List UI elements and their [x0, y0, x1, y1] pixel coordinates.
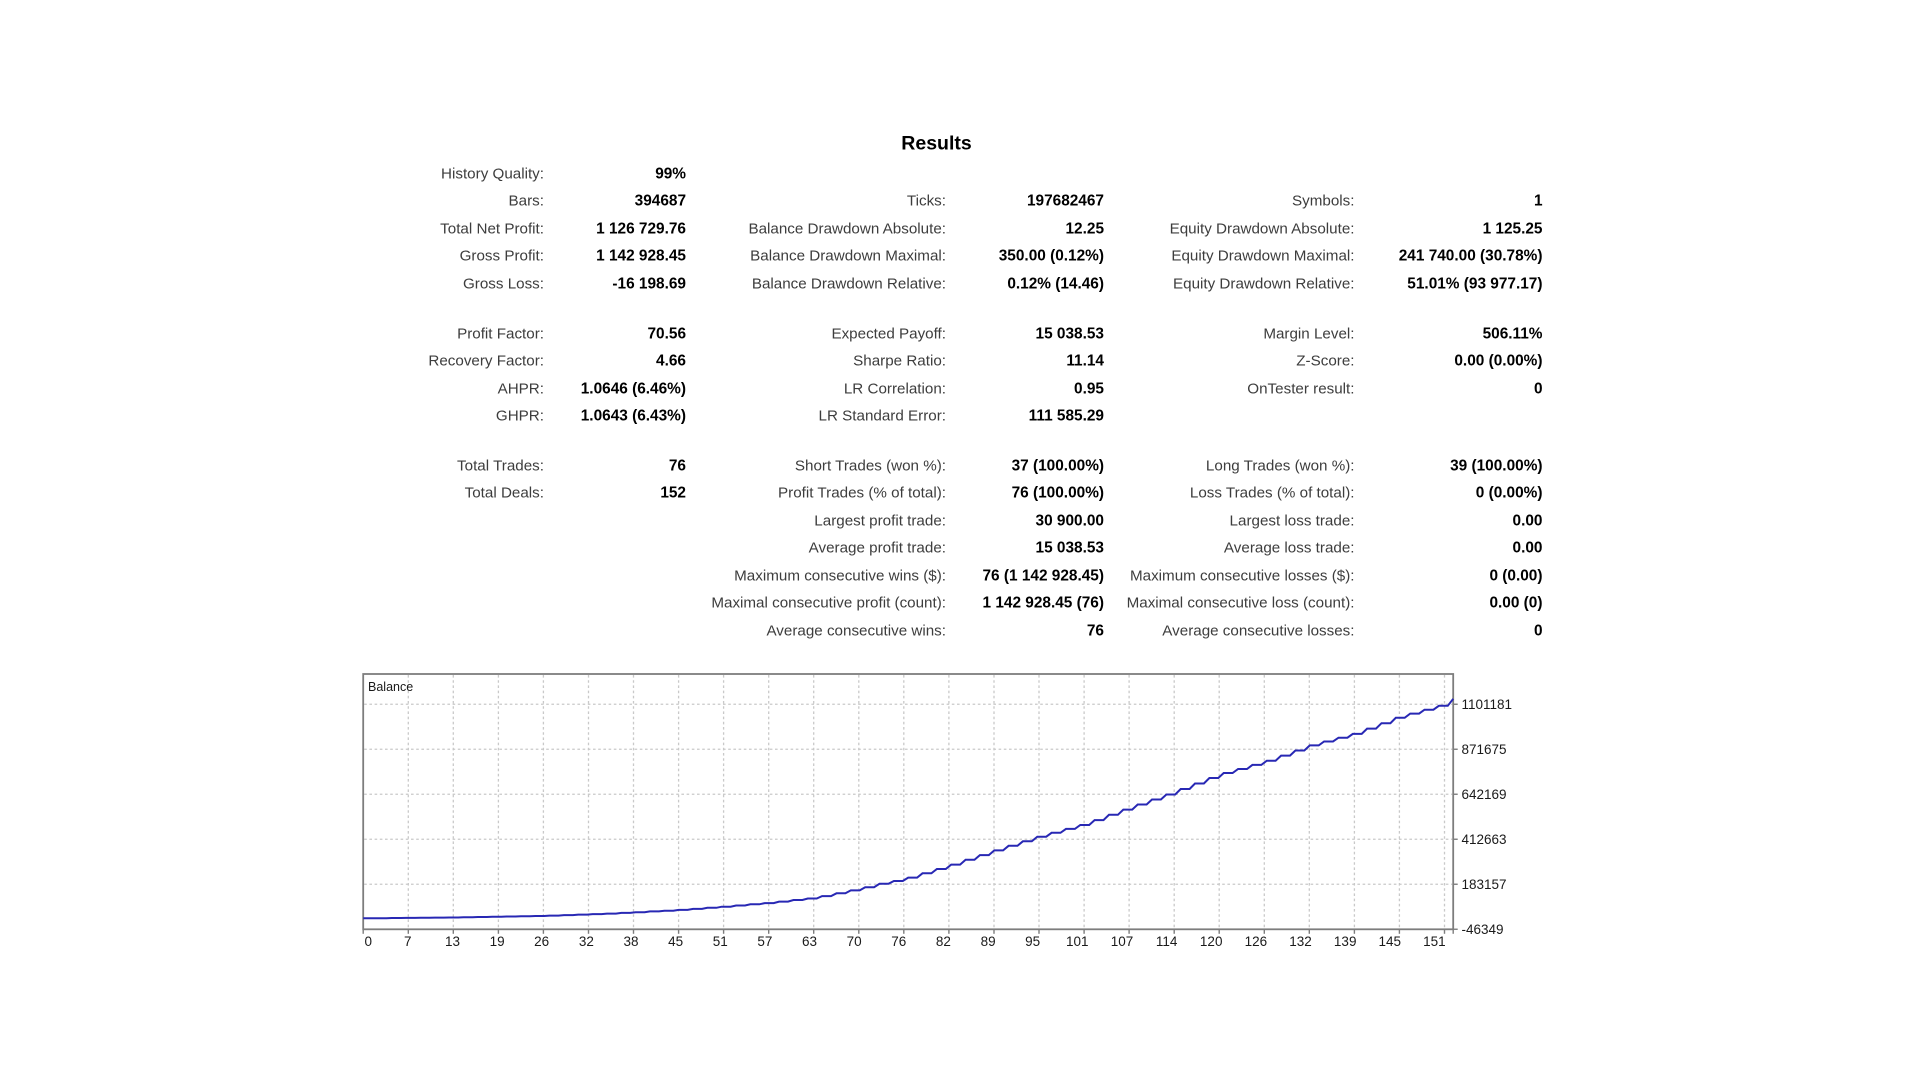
- svg-text:76: 76: [891, 934, 906, 949]
- svg-text:126: 126: [1245, 934, 1268, 949]
- svg-text:45: 45: [668, 934, 683, 949]
- svg-text:114: 114: [1156, 934, 1178, 949]
- svg-text:107: 107: [1111, 934, 1134, 949]
- svg-text:38: 38: [623, 934, 638, 949]
- svg-text:95: 95: [1025, 934, 1040, 949]
- svg-text:151: 151: [1423, 934, 1446, 949]
- svg-text:183157: 183157: [1462, 877, 1507, 892]
- svg-text:32: 32: [579, 934, 594, 949]
- svg-text:871675: 871675: [1462, 742, 1507, 757]
- svg-text:642169: 642169: [1462, 787, 1507, 802]
- svg-text:-46349: -46349: [1462, 922, 1504, 937]
- svg-text:51: 51: [713, 934, 728, 949]
- svg-text:139: 139: [1334, 934, 1357, 949]
- svg-text:Balance: Balance: [368, 680, 413, 694]
- svg-text:82: 82: [936, 934, 951, 949]
- svg-text:57: 57: [757, 934, 772, 949]
- svg-text:70: 70: [847, 934, 862, 949]
- svg-text:26: 26: [534, 934, 549, 949]
- svg-text:13: 13: [445, 934, 460, 949]
- svg-text:7: 7: [404, 934, 412, 949]
- svg-text:101: 101: [1066, 934, 1089, 949]
- svg-text:63: 63: [802, 934, 817, 949]
- svg-text:412663: 412663: [1462, 832, 1507, 847]
- svg-text:1101181: 1101181: [1462, 697, 1513, 712]
- svg-text:89: 89: [981, 934, 996, 949]
- svg-text:0: 0: [364, 934, 372, 949]
- svg-text:19: 19: [490, 934, 505, 949]
- svg-text:120: 120: [1200, 934, 1223, 949]
- svg-text:132: 132: [1289, 934, 1312, 949]
- svg-text:145: 145: [1379, 934, 1402, 949]
